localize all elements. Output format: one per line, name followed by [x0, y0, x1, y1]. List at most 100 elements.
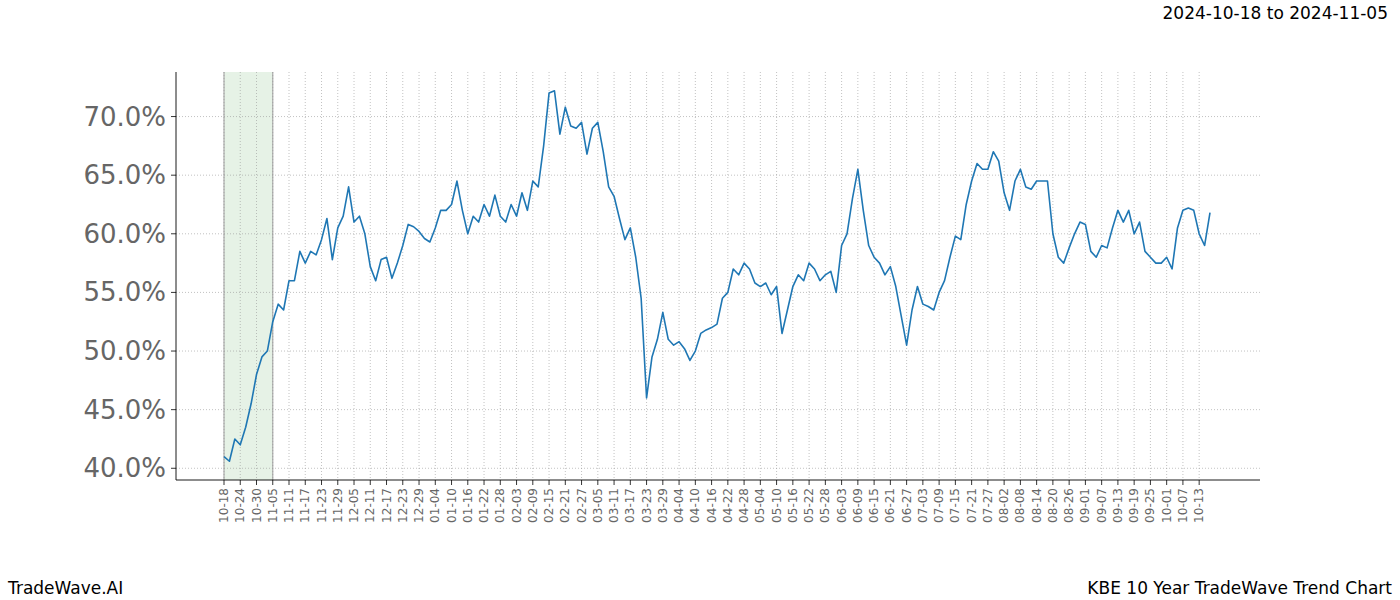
x-grid-line — [435, 72, 436, 480]
x-tick-label: 11-17 — [298, 488, 312, 523]
plot-area — [224, 91, 1210, 461]
x-grid-line — [874, 72, 875, 480]
y-grid-line — [176, 292, 1260, 293]
x-tick — [337, 480, 338, 485]
x-tick-label: 05-16 — [786, 488, 800, 523]
y-tick — [171, 175, 176, 176]
x-grid-line — [1134, 72, 1135, 480]
x-tick — [467, 480, 468, 485]
x-grid-line — [354, 72, 355, 480]
x-tick-label: 03-17 — [623, 488, 637, 523]
x-tick — [1182, 480, 1183, 485]
x-tick — [516, 480, 517, 485]
x-tick — [857, 480, 858, 485]
y-tick-label: 50.0% — [83, 336, 166, 366]
x-tick — [240, 480, 241, 485]
x-tick-label: 06-09 — [851, 488, 865, 523]
x-tick — [549, 480, 550, 485]
y-tick-label: 70.0% — [83, 102, 166, 132]
x-tick-label: 02-27 — [575, 488, 589, 523]
x-tick-label: 12-11 — [363, 488, 377, 523]
x-tick — [841, 480, 842, 485]
x-tick-label: 01-10 — [445, 488, 459, 523]
x-tick-label: 10-30 — [250, 488, 264, 523]
x-tick-label: 12-17 — [380, 488, 394, 523]
x-grid-line — [467, 72, 468, 480]
y-axis — [176, 72, 177, 480]
x-tick-label: 09-07 — [1095, 488, 1109, 523]
y-tick — [171, 233, 176, 234]
x-tick — [500, 480, 501, 485]
subtitle: 2024-10-18 to 2024-11-05 — [1163, 3, 1388, 23]
x-tick-label: 02-21 — [558, 488, 572, 523]
x-tick — [922, 480, 923, 485]
y-tick — [171, 292, 176, 293]
x-tick-label: 10-07 — [1176, 488, 1190, 523]
x-grid-line — [1004, 72, 1005, 480]
x-grid-line — [549, 72, 550, 480]
x-tick — [354, 480, 355, 485]
x-grid-line — [1182, 72, 1183, 480]
x-tick-label: 01-04 — [428, 488, 442, 523]
y-tick — [171, 468, 176, 469]
x-tick — [614, 480, 615, 485]
x-tick — [630, 480, 631, 485]
x-grid-line — [614, 72, 615, 480]
x-grid-line — [289, 72, 290, 480]
x-tick-label: 10-13 — [1192, 488, 1206, 523]
x-grid-line — [679, 72, 680, 480]
x-tick-label: 08-02 — [997, 488, 1011, 523]
x-tick-label: 09-19 — [1127, 488, 1141, 523]
x-tick — [532, 480, 533, 485]
x-grid-line — [809, 72, 810, 480]
x-tick-label: 10-01 — [1160, 488, 1174, 523]
x-grid-line — [1166, 72, 1167, 480]
x-tick-label: 03-05 — [591, 488, 605, 523]
x-tick — [987, 480, 988, 485]
x-tick-label: 12-05 — [347, 488, 361, 523]
x-tick — [581, 480, 582, 485]
x-grid-line — [939, 72, 940, 480]
x-tick-label: 05-28 — [818, 488, 832, 523]
x-grid-line — [272, 72, 273, 480]
x-tick-label: 10-24 — [233, 488, 247, 523]
trend-line — [224, 91, 1210, 461]
x-grid-line — [1199, 72, 1200, 480]
x-tick — [695, 480, 696, 485]
x-tick — [370, 480, 371, 485]
x-grid-line — [386, 72, 387, 480]
x-tick — [1166, 480, 1167, 485]
x-tick — [662, 480, 663, 485]
y-tick-label: 65.0% — [83, 160, 166, 190]
x-tick — [711, 480, 712, 485]
x-grid-line — [1052, 72, 1053, 480]
x-tick — [1085, 480, 1086, 485]
y-tick — [171, 409, 176, 410]
x-tick — [776, 480, 777, 485]
x-grid-line — [597, 72, 598, 480]
x-grid-line — [240, 72, 241, 480]
x-tick-label: 02-03 — [510, 488, 524, 523]
x-grid-line — [890, 72, 891, 480]
x-tick-label: 06-21 — [883, 488, 897, 523]
x-tick — [646, 480, 647, 485]
x-grid-line — [987, 72, 988, 480]
y-tick-label: 45.0% — [83, 395, 166, 425]
x-tick-label: 07-09 — [932, 488, 946, 523]
x-grid-line — [727, 72, 728, 480]
x-grid-line — [662, 72, 663, 480]
x-tick-label: 06-03 — [835, 488, 849, 523]
x-tick-label: 04-04 — [672, 488, 686, 523]
x-tick — [809, 480, 810, 485]
x-tick — [1020, 480, 1021, 485]
x-grid-line — [971, 72, 972, 480]
x-tick — [305, 480, 306, 485]
x-tick-label: 05-04 — [753, 488, 767, 523]
x-tick-label: 01-16 — [461, 488, 475, 523]
x-tick-label: 11-23 — [315, 488, 329, 523]
x-grid-line — [321, 72, 322, 480]
x-tick-label: 03-23 — [640, 488, 654, 523]
x-tick — [792, 480, 793, 485]
x-tick — [906, 480, 907, 485]
x-tick-label: 04-16 — [705, 488, 719, 523]
